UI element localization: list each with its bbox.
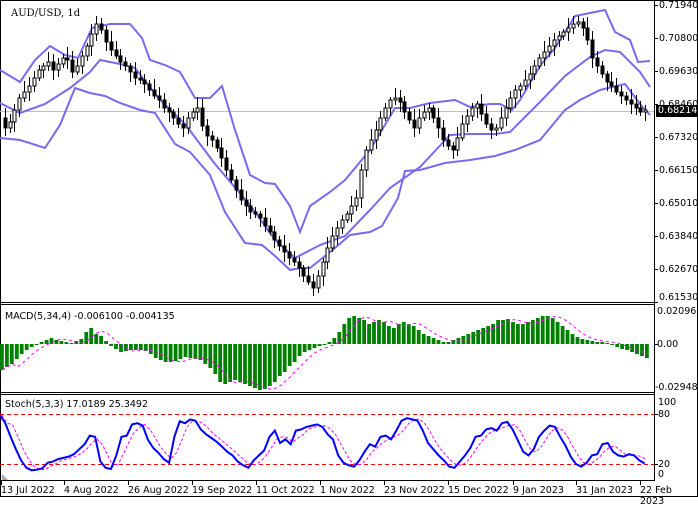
macd-histogram bbox=[0, 316, 649, 390]
date-label: 31 Jan 2023 bbox=[576, 485, 633, 496]
price-axis-ticks bbox=[654, 5, 658, 303]
macd-axis-label: 0.020965 bbox=[657, 306, 698, 317]
date-label: 13 Jul 2022 bbox=[1, 485, 55, 496]
price-label: 0.63840 bbox=[659, 231, 698, 242]
date-label: 22 Feb 2023 bbox=[640, 485, 672, 507]
date-label: 1 Nov 2022 bbox=[320, 485, 375, 496]
scroll-corner-marker bbox=[2, 474, 8, 480]
date-label: 4 Aug 2022 bbox=[64, 485, 119, 496]
stoch-axis-label: 100 bbox=[658, 397, 677, 408]
date-label: 23 Nov 2022 bbox=[384, 485, 445, 496]
stoch-axis-label: 80 bbox=[658, 409, 671, 420]
candlesticks bbox=[3, 16, 648, 296]
price-label: 0.70800 bbox=[659, 33, 698, 44]
bollinger-bands bbox=[0, 8, 651, 272]
stoch-signal-line bbox=[1, 414, 647, 471]
stoch-axis-label: 0 bbox=[658, 469, 665, 480]
price-label: 0.68460 bbox=[659, 99, 698, 110]
date-label: 19 Sep 2022 bbox=[192, 485, 253, 496]
macd-signal-line bbox=[2, 316, 648, 390]
macd-title: MACD(5,34,4) -0.006100 -0.004135 bbox=[5, 311, 175, 322]
current-price-tag: 0.68214 bbox=[656, 105, 698, 117]
stoch-axis-ticks bbox=[654, 414, 658, 465]
date-label: 15 Dec 2022 bbox=[448, 485, 509, 496]
stoch-title: Stoch(5,3,3) 17.0189 25.3492 bbox=[5, 399, 149, 410]
macd-axis-label: 0.00 bbox=[657, 339, 679, 350]
price-label: 0.69630 bbox=[659, 66, 698, 77]
date-label: 11 Oct 2022 bbox=[256, 485, 315, 496]
price-label: 0.61530 bbox=[659, 292, 698, 303]
stoch-main-line bbox=[0, 414, 646, 472]
stoch-axis-label: 20 bbox=[658, 459, 671, 470]
price-label: 0.66150 bbox=[659, 165, 698, 176]
macd-axis-label: -0.029484 bbox=[655, 382, 698, 393]
symbol-title: AUD/USD, 1d bbox=[11, 8, 81, 19]
price-label: 0.65010 bbox=[659, 198, 698, 209]
date-label: 9 Jan 2023 bbox=[513, 485, 564, 496]
price-label: 0.71940 bbox=[659, 0, 698, 11]
price-label: 0.62670 bbox=[659, 264, 698, 275]
price-label: 0.67320 bbox=[659, 132, 698, 143]
date-label: 26 Aug 2022 bbox=[128, 485, 189, 496]
date-axis-ticks bbox=[1, 480, 641, 485]
